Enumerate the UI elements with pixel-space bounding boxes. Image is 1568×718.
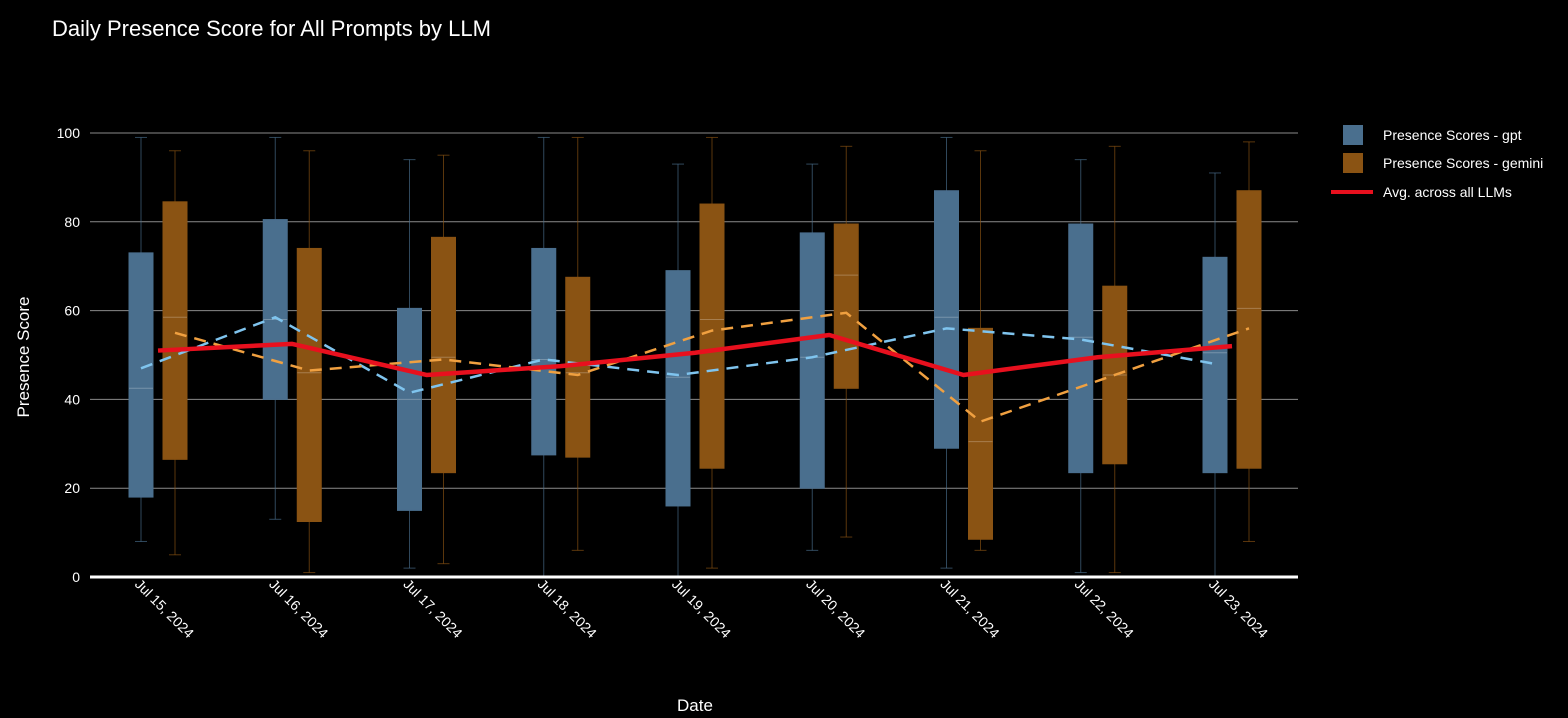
x-tick-label: Jul 19, 2024	[669, 576, 734, 641]
legend-item-gemini[interactable]: Presence Scores - gemini	[1343, 153, 1543, 173]
legend-item-average[interactable]: Avg. across all LLMs	[1331, 184, 1512, 200]
mean-line-gpt	[140, 315, 1216, 395]
box-gemini	[1102, 285, 1128, 465]
box-gemini	[968, 327, 993, 540]
y-axis-title: Presence Score	[14, 297, 33, 418]
whiskers	[135, 136, 1255, 578]
x-tick-label: Jul 21, 2024	[937, 576, 1002, 641]
boxes	[128, 190, 1262, 540]
mean-line-gemini	[174, 311, 1250, 424]
y-tick-label: 0	[72, 569, 80, 585]
box-gpt	[531, 247, 557, 456]
x-axis-title: Date	[677, 696, 713, 715]
legend-item-gpt[interactable]: Presence Scores - gpt	[1343, 125, 1522, 145]
legend-swatch-gpt	[1343, 125, 1363, 145]
box-gemini	[565, 276, 591, 458]
x-tick-label: Jul 23, 2024	[1206, 576, 1271, 641]
box-gpt	[799, 232, 825, 489]
legend[interactable]: Presence Scores - gpt Presence Scores - …	[1331, 125, 1543, 200]
box-gemini	[699, 203, 725, 469]
box-gpt	[1202, 256, 1228, 474]
legend-swatch-gemini	[1343, 153, 1363, 173]
y-tick-label: 40	[64, 391, 80, 407]
box-gpt	[665, 270, 691, 507]
average-line	[157, 332, 1233, 378]
mean-lines	[140, 311, 1250, 424]
y-tick-label: 60	[64, 303, 80, 319]
box-gemini	[162, 201, 188, 460]
box-gpt	[262, 219, 288, 400]
box-gpt	[128, 252, 154, 498]
average-line	[157, 332, 1233, 378]
x-tick-label: Jul 22, 2024	[1072, 576, 1137, 641]
x-tick-label: Jul 20, 2024	[803, 576, 868, 641]
box-gemini	[833, 223, 859, 389]
x-tick-label: Jul 16, 2024	[266, 576, 331, 641]
x-tick-label: Jul 15, 2024	[132, 576, 197, 641]
box-gemini	[296, 247, 322, 522]
grid-lines	[90, 132, 1298, 489]
box-gemini	[431, 236, 456, 474]
box-gpt	[397, 307, 422, 511]
y-tick-label: 100	[57, 125, 81, 141]
y-tick-label: 20	[64, 480, 80, 496]
box-gpt	[1068, 223, 1094, 474]
box-gpt	[934, 190, 959, 449]
y-tick-label: 80	[64, 214, 80, 230]
x-tick-label: Jul 18, 2024	[535, 576, 600, 641]
legend-label-average: Avg. across all LLMs	[1383, 184, 1512, 200]
chart-title: Daily Presence Score for All Prompts by …	[52, 16, 491, 41]
legend-label-gpt: Presence Scores - gpt	[1383, 127, 1522, 143]
x-tick-label: Jul 17, 2024	[400, 576, 465, 641]
legend-label-gemini: Presence Scores - gemini	[1383, 155, 1543, 171]
